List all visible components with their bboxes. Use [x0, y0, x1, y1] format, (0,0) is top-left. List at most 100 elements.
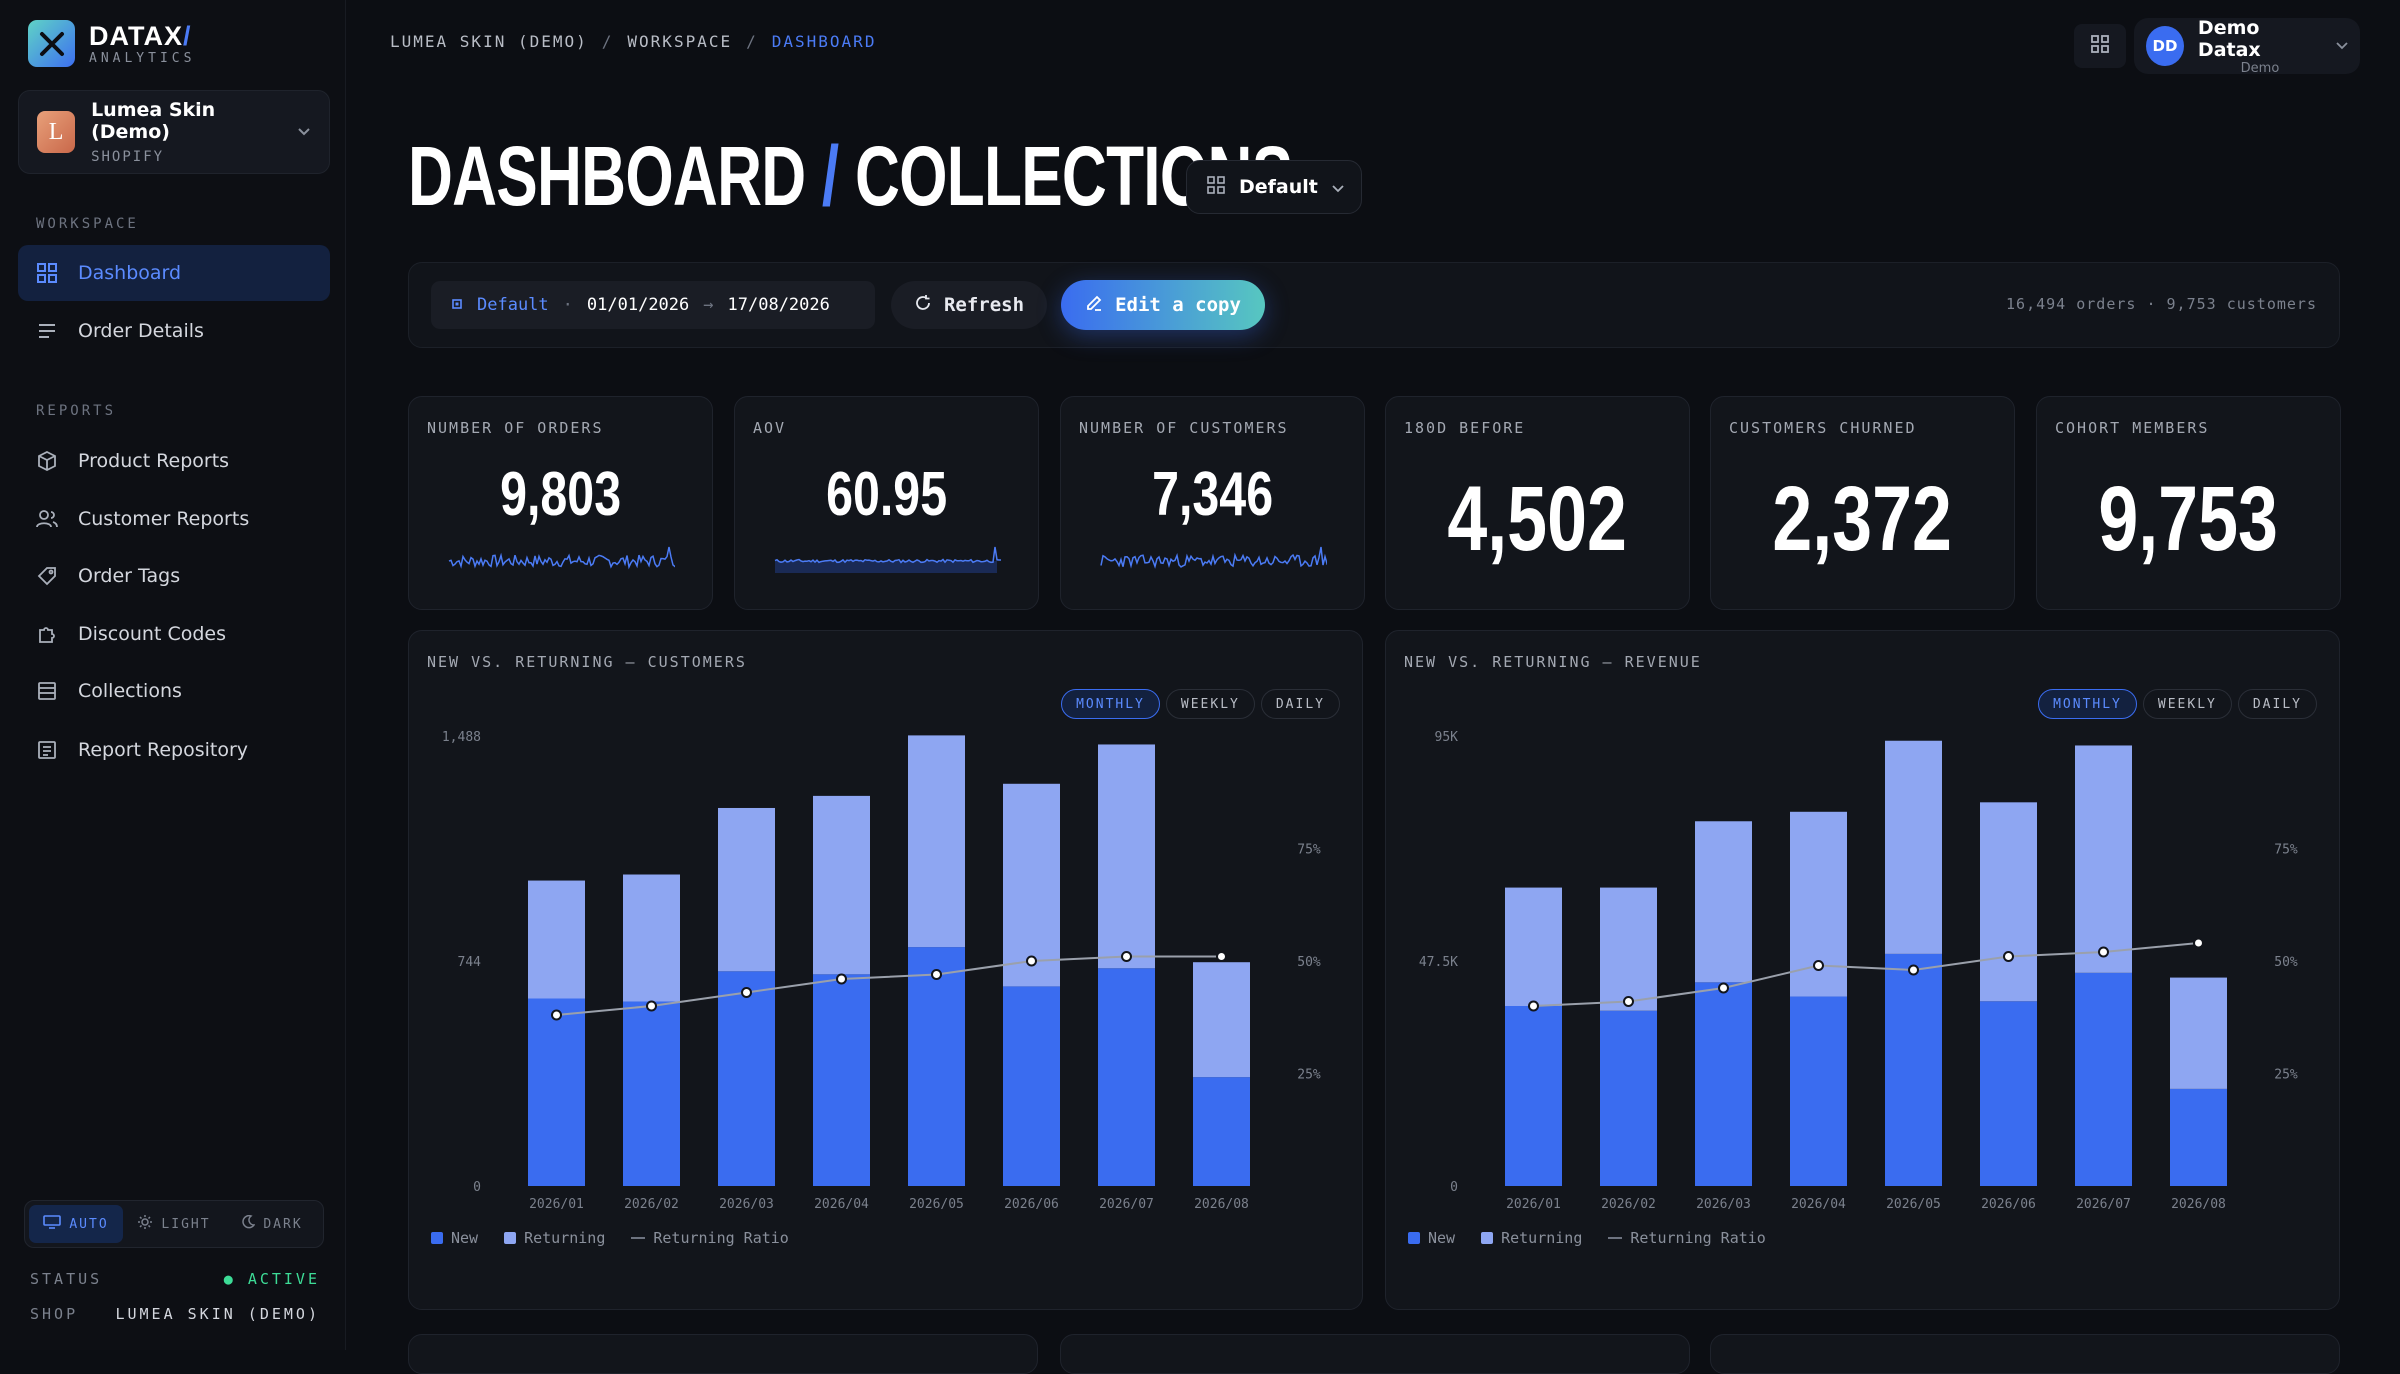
- chart-legend: New Returning Returning Ratio: [1408, 1229, 1766, 1247]
- bar-returning: [1980, 802, 2037, 1002]
- legend-returning[interactable]: Returning: [1481, 1229, 1582, 1247]
- theme-light-button[interactable]: LIGHT: [127, 1205, 221, 1243]
- kpi-value: 2,372: [1772, 468, 1953, 570]
- shop-switcher[interactable]: L Lumea Skin (Demo) SHOPIFY: [18, 90, 330, 174]
- y2-tick-label: 25%: [2274, 1068, 2298, 1083]
- ratio-point: [1908, 964, 1919, 976]
- kpi-card-aov: AOV 60.95: [734, 396, 1039, 610]
- status-badge: ● ACTIVE: [223, 1270, 320, 1288]
- ratio-point: [1813, 960, 1824, 971]
- x-tick-label: 2026/01: [529, 1197, 584, 1212]
- ratio-point: [2003, 951, 2014, 962]
- theme-auto-button[interactable]: AUTO: [29, 1205, 123, 1243]
- sidebar-item-customer-reports[interactable]: Customer Reports: [18, 491, 330, 547]
- x-tick-label: 2026/05: [909, 1197, 964, 1212]
- x-tick-label: 2026/07: [2076, 1197, 2131, 1212]
- legend-new[interactable]: New: [1408, 1229, 1455, 1247]
- tab-weekly[interactable]: WEEKLY: [2142, 689, 2232, 719]
- breadcrumb-workspace[interactable]: WORKSPACE: [627, 32, 733, 51]
- shop-row: SHOP LUMEA SKIN (DEMO): [30, 1305, 320, 1323]
- bar-returning: [813, 795, 870, 975]
- x-tick-label: 2026/03: [1696, 1197, 1751, 1212]
- sidebar-item-label: Discount Codes: [78, 623, 226, 645]
- bar-new: [1600, 1010, 1657, 1186]
- brand-logo[interactable]: DATAX/ ANALYTICS: [28, 20, 195, 67]
- ratio-point: [2193, 937, 2204, 949]
- x-tick-label: 2026/04: [814, 1197, 869, 1212]
- date-start: 01/01/2026: [586, 295, 690, 315]
- tab-monthly[interactable]: MONTHLY: [2038, 689, 2137, 719]
- pencil-icon: [1085, 294, 1103, 317]
- sidebar-item-label: Order Tags: [78, 565, 181, 587]
- granularity-tabs: MONTHLY WEEKLY DAILY: [1061, 689, 1340, 719]
- y-tick-label: 1,488: [442, 730, 481, 745]
- list-icon: [36, 320, 58, 342]
- sidebar-item-product-reports[interactable]: Product Reports: [18, 433, 330, 489]
- x-tick-label: 2026/05: [1886, 1197, 1941, 1212]
- sidebar-item-dashboard[interactable]: Dashboard: [18, 245, 330, 301]
- y-tick-label: 47.5K: [1419, 955, 1458, 970]
- stack-icon: [36, 680, 58, 702]
- sidebar-item-order-details[interactable]: Order Details: [18, 303, 330, 359]
- layout-select[interactable]: Default: [1186, 160, 1362, 214]
- x-tick-label: 2026/06: [1004, 1197, 1059, 1212]
- bar-returning: [528, 880, 585, 999]
- bar-new: [623, 1001, 680, 1186]
- ratio-point: [551, 1009, 562, 1021]
- document-icon: [36, 739, 58, 761]
- user-role: Demo: [2240, 60, 2280, 76]
- chart-title: NEW VS. RETURNING — CUSTOMERS: [427, 653, 747, 671]
- card-peek: [1060, 1334, 1690, 1374]
- x-tick-label: 2026/01: [1506, 1197, 1561, 1212]
- chart-panel-revenue: 95K 47.5K 0 75% 50% 25% 2026/01 2026/02 2026/03 2…: [1385, 630, 2340, 1310]
- tab-weekly[interactable]: WEEKLY: [1165, 689, 1255, 719]
- legend-new[interactable]: New: [431, 1229, 478, 1247]
- bar-new: [1885, 953, 1942, 1186]
- kpi-value: 60.95: [825, 460, 948, 529]
- ratio-line: [556, 955, 1222, 1016]
- sidebar-item-order-tags[interactable]: Order Tags: [18, 548, 330, 604]
- y2-tick-label: 75%: [1297, 843, 1321, 858]
- legend-returning[interactable]: Returning: [504, 1229, 605, 1247]
- sidebar-item-discount-codes[interactable]: Discount Codes: [18, 606, 330, 662]
- theme-dark-button[interactable]: DARK: [225, 1205, 319, 1243]
- chart-title: NEW VS. RETURNING — REVENUE: [1404, 653, 1702, 671]
- breadcrumb-shop[interactable]: LUMEA SKIN (DEMO): [390, 32, 588, 51]
- user-menu[interactable]: DD Demo Datax Demo: [2134, 17, 2360, 76]
- y2-tick-label: 25%: [1297, 1068, 1321, 1083]
- kpi-value: 9,803: [499, 460, 622, 529]
- apps-button[interactable]: [2074, 24, 2126, 68]
- legend-ratio[interactable]: Returning Ratio: [631, 1229, 789, 1247]
- shop-avatar: L: [37, 111, 76, 153]
- tab-daily[interactable]: DAILY: [2237, 689, 2317, 719]
- users-icon: [36, 508, 58, 530]
- bar-returning: [908, 735, 965, 948]
- sidebar-item-label: Report Repository: [78, 739, 249, 761]
- bar-new: [1980, 1001, 2037, 1186]
- toolbar: Default · 01/01/2026 → 17/08/2026 Refres…: [408, 262, 2340, 348]
- ratio-point: [741, 987, 752, 998]
- puzzle-icon: [36, 623, 58, 645]
- tab-daily[interactable]: DAILY: [1260, 689, 1340, 719]
- section-label-reports: REPORTS: [36, 403, 117, 419]
- granularity-tabs: MONTHLY WEEKLY DAILY: [2038, 689, 2317, 719]
- refresh-button[interactable]: Refresh: [891, 281, 1047, 329]
- tab-monthly[interactable]: MONTHLY: [1061, 689, 1160, 719]
- bar-new: [1098, 968, 1155, 1186]
- kpi-card-customers: NUMBER OF CUSTOMERS 7,346: [1060, 396, 1365, 610]
- monitor-icon: [43, 1215, 62, 1233]
- grid-icon: [36, 262, 58, 284]
- chevron-down-icon: [2336, 39, 2348, 54]
- date-range-picker[interactable]: Default · 01/01/2026 → 17/08/2026: [431, 281, 875, 329]
- sidebar-item-report-repository[interactable]: Report Repository: [18, 722, 330, 778]
- bar-new: [1193, 1077, 1250, 1186]
- summary-text: 16,494 orders · 9,753 customers: [2006, 295, 2317, 313]
- brand-sub: ANALYTICS: [89, 50, 196, 66]
- y-tick-label: 95K: [1435, 730, 1459, 745]
- chart-revenue: 95K 47.5K 0 75% 50% 25% 2026/01 2026/02 2026/03 2…: [1419, 730, 2298, 1212]
- x-tick-label: 2026/06: [1981, 1197, 2036, 1212]
- legend-ratio[interactable]: Returning Ratio: [1608, 1229, 1766, 1247]
- sidebar-item-collections[interactable]: Collections: [18, 663, 330, 719]
- box-icon: [36, 450, 58, 472]
- edit-copy-button[interactable]: Edit a copy: [1061, 280, 1265, 330]
